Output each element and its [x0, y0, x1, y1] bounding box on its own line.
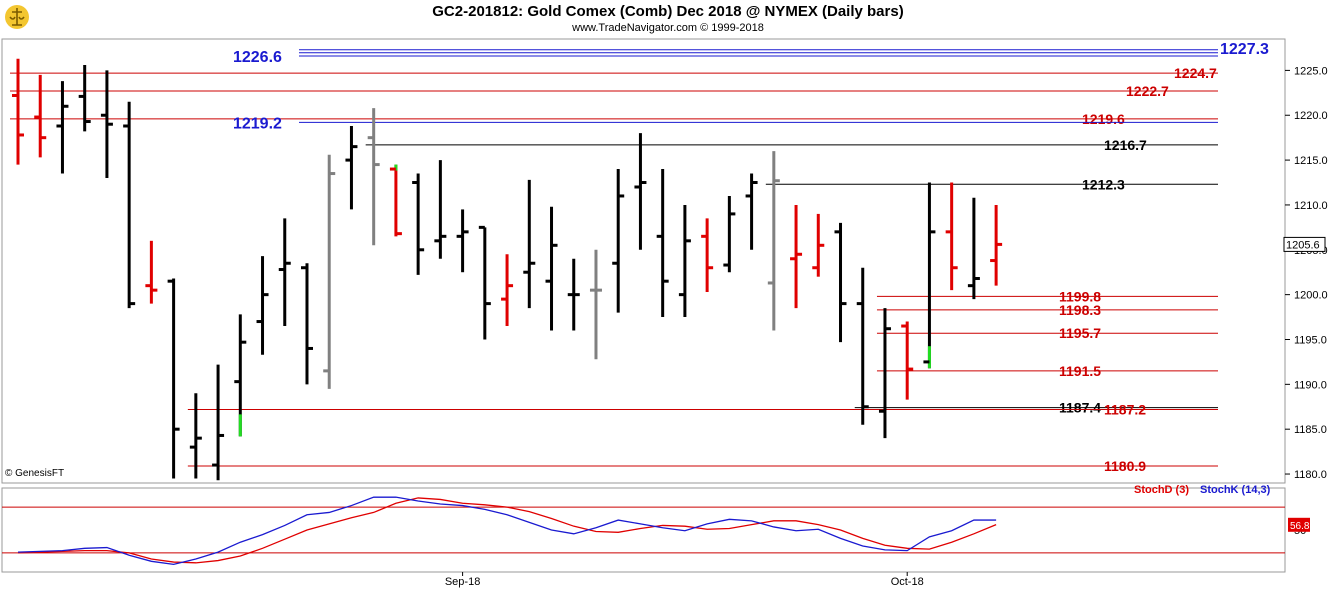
ohlc-bar: [767, 151, 780, 331]
ohlc-bar: [967, 197, 980, 300]
ohlc-bar: [367, 108, 380, 246]
stochastic-panel-frame: [1, 487, 1286, 573]
ohlc-bar: [256, 256, 269, 355]
ohlc-bar: [345, 126, 358, 210]
ohlc-bar: [212, 364, 225, 481]
price-panel-frame: [1, 38, 1286, 484]
ohlc-bar: [300, 263, 313, 385]
level-label: 1187.2: [1104, 401, 1146, 417]
ohlc-bar: [434, 160, 447, 259]
level-label: 1216.7: [1104, 137, 1147, 153]
stochastic-last-value-box: [1288, 517, 1310, 532]
level-label: 1226.6: [233, 49, 282, 66]
legend-stochk: StochK (14,3): [1200, 484, 1271, 496]
level-label: 1227.3: [1220, 41, 1269, 58]
ohlc-bar: [878, 308, 891, 439]
stochastic-series-line: [17, 496, 997, 566]
ohlc-bar: [589, 249, 602, 360]
level-label: 1219.6: [1082, 111, 1125, 127]
ohlc-bar: [389, 164, 402, 237]
ohlc-bar: [523, 179, 536, 309]
level-label: 1224.7: [1174, 65, 1217, 81]
ohlc-bar: [923, 182, 936, 369]
ohlc-bar: [656, 169, 669, 318]
legend-stochd: StochD (3): [1134, 484, 1189, 496]
level-label: 1187.4: [1059, 400, 1101, 416]
level-label: 1219.2: [233, 115, 282, 132]
last-price-box: [1283, 236, 1326, 252]
chart-subtitle: www.TradeNavigator.com © 1999-2018: [572, 22, 764, 34]
data-credit: © GenesisFT: [5, 468, 65, 479]
y-tick-label: 1185.0: [1294, 424, 1327, 436]
y-tick-label: 1180.0: [1294, 469, 1327, 481]
y-tick-label: 1195.0: [1294, 334, 1327, 346]
ohlc-bar: [478, 225, 491, 340]
ohlc-bar: [34, 74, 47, 158]
ohlc-bar: [545, 206, 558, 331]
level-label: 1198.3: [1059, 302, 1101, 318]
ohlc-bar: [323, 154, 336, 389]
ohlc-bar: [678, 204, 691, 318]
ohlc-bar: [145, 240, 158, 304]
x-tick-label: Oct-18: [891, 576, 924, 588]
level-label: 1212.3: [1082, 176, 1125, 192]
ohlc-bar: [567, 258, 580, 331]
y-tick-label: 1190.0: [1294, 379, 1327, 391]
ohlc-bar: [456, 209, 469, 273]
ohlc-bar: [745, 173, 758, 250]
ohlc-bar: [189, 393, 202, 479]
ohlc-bar: [790, 204, 803, 309]
level-label: 1191.5: [1059, 363, 1101, 379]
ohlc-bar: [945, 182, 958, 291]
y-tick-label: 1200.0: [1294, 290, 1328, 302]
ohlc-bar: [612, 169, 625, 313]
level-label: 1199.8: [1059, 288, 1101, 304]
y-tick-label: 1225.0: [1294, 65, 1328, 77]
ohlc-bar: [701, 218, 714, 292]
ohlc-bar: [12, 58, 24, 165]
ohlc-bar: [856, 267, 869, 425]
ohlc-bar: [901, 321, 914, 400]
ohlc-bar: [990, 204, 1003, 286]
level-label: 1195.7: [1059, 325, 1101, 341]
ohlc-bar: [723, 195, 736, 273]
ohlc-bar: [78, 65, 91, 132]
level-label: 1222.7: [1126, 83, 1169, 99]
y-tick-label: 1210.0: [1294, 200, 1328, 212]
stochastic-last-value-label: 56.81: [1290, 521, 1315, 532]
trade-navigator-logo-icon: [5, 5, 29, 29]
ohlc-bar: [234, 314, 247, 437]
ohlc-bar: [634, 133, 647, 250]
ohlc-bar: [412, 173, 425, 275]
y-tick-label: 1220.0: [1294, 110, 1328, 122]
x-tick-label: Sep-18: [445, 576, 480, 588]
ohlc-bar: [278, 218, 291, 327]
ohlc-bar: [812, 213, 825, 277]
ohlc-bar: [834, 222, 847, 343]
ohlc-bar: [56, 81, 69, 174]
y-tick-label: 1215.0: [1294, 155, 1328, 167]
last-price-label: 1205.6: [1286, 239, 1320, 251]
chart-title: GC2-201812: Gold Comex (Comb) Dec 2018 @…: [432, 3, 904, 20]
ohlc-bar: [123, 101, 136, 309]
ohlc-bar: [100, 70, 113, 179]
level-label: 1180.9: [1104, 458, 1146, 474]
ohlc-bar: [167, 278, 180, 479]
ohlc-bar: [501, 254, 514, 327]
